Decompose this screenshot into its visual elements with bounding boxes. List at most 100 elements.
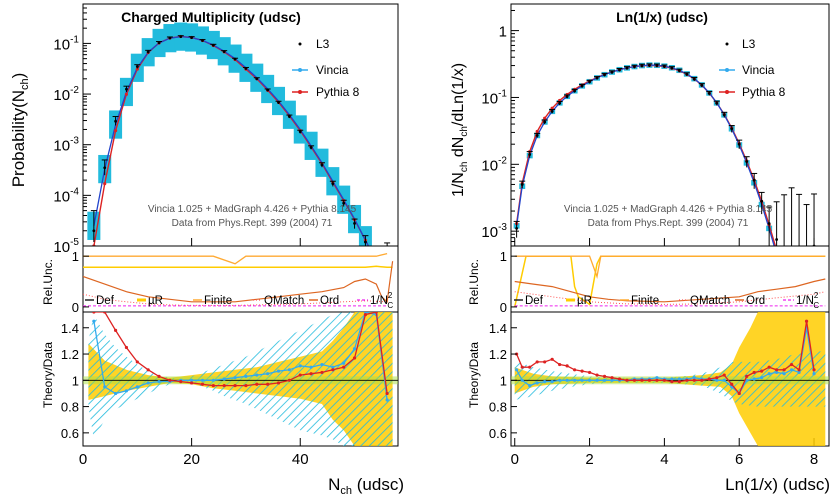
pythia-ratio-point	[146, 368, 150, 372]
data-point	[730, 127, 734, 131]
left-ratio-ylabel: Theory/Data	[41, 342, 55, 408]
pythia-ratio-point	[715, 376, 719, 380]
pythia-ratio-point	[692, 378, 696, 382]
vincia-ratio-point	[812, 372, 816, 376]
main-ytick-label: 10-1	[481, 88, 507, 107]
vincia-ratio-point	[266, 372, 270, 376]
data-point	[588, 80, 591, 84]
pythia-ratio-point	[287, 378, 291, 382]
pythia-ratio-point	[737, 391, 741, 396]
left-xlabel: Nch (udsc)	[328, 475, 404, 497]
pythia-ratio-point	[276, 381, 281, 385]
data-point	[610, 70, 614, 74]
vincia-ratio-point	[157, 380, 161, 384]
ratio-curves	[83, 312, 398, 446]
right-xlabel: Ln(1/x) (udsc)	[725, 475, 830, 494]
pythia-point	[543, 116, 547, 120]
vincia-ratio-point	[715, 378, 719, 382]
main-ytick-exp: -2	[498, 155, 507, 166]
vincia-ratio-point	[103, 385, 107, 389]
xtick-label: 2	[585, 451, 593, 468]
vincia-ratio-point	[760, 376, 764, 380]
data-point	[331, 182, 335, 186]
left-legend: L3 Vincia Pythia 8	[292, 37, 360, 99]
pythia-ratio-point	[647, 378, 652, 382]
vincia-ratio-point	[595, 378, 599, 382]
pythia-ratio-point	[374, 312, 378, 314]
data-point	[677, 69, 681, 73]
pythia-ratio-point	[320, 370, 324, 375]
vincia-ratio-point	[309, 365, 313, 369]
vincia-ratio-point	[320, 362, 324, 367]
ratio-ytick-label: 0.6	[489, 426, 507, 441]
vincia-ratio-point	[565, 378, 569, 382]
main-ytick-base: 10	[53, 188, 70, 205]
main-ytick-exp: -1	[498, 88, 507, 99]
legend-dot-pythia	[298, 90, 302, 94]
main-ytick-exp: -3	[70, 136, 79, 147]
unc-curves	[513, 255, 826, 308]
data-point	[565, 95, 569, 99]
vincia-ratio-point	[233, 376, 237, 380]
right-main-plot: 110-110-210-3	[481, 3, 830, 247]
vincia-ratio-point	[587, 378, 592, 382]
vincia-ratio-point	[113, 391, 118, 396]
data-point	[320, 163, 324, 167]
main-ytick-base: 1	[499, 24, 507, 41]
vincia-ratio-point	[767, 372, 771, 376]
data-point	[528, 153, 532, 156]
xtick-label: 0	[511, 451, 519, 468]
right-legend: L3 Vincia Pythia 8	[719, 37, 786, 99]
data-point	[520, 183, 524, 186]
vincia-ratio-point	[298, 364, 302, 368]
pythia-ratio-point	[543, 360, 547, 364]
left-note-line2: Data from Phys.Rept. 399 (2004) 71	[172, 218, 333, 229]
main-ytick-exp: -2	[70, 85, 79, 96]
pythia-point	[113, 128, 118, 133]
data-point	[342, 201, 346, 205]
unc-legend-def-r: Def	[525, 295, 544, 307]
main-ytick-exp: -4	[70, 186, 79, 197]
unc-finite-line	[514, 255, 826, 279]
legend-marker-l3	[298, 42, 302, 46]
main-ytick-label: 10-1	[53, 34, 79, 53]
unc-curves	[83, 252, 394, 307]
main-ytick-exp: -5	[70, 237, 79, 248]
unc-ord-line	[83, 261, 394, 304]
pythia-ratio-point	[782, 368, 786, 372]
pythia-ratio-line	[93, 312, 388, 394]
pythia-ratio-point	[632, 378, 637, 382]
pythia-point	[375, 260, 378, 263]
right-ratio-plot: 0 2 4 6 8 0.6 0.8 1 1.2 1.4	[489, 311, 830, 468]
data-point	[135, 65, 139, 68]
ratio-ytick-label: 1.4	[61, 321, 79, 336]
ratio-ytick-label: 0.6	[61, 426, 79, 441]
pythia-ratio-point	[157, 374, 161, 378]
pythia-ratio-point	[804, 319, 809, 323]
unc-legend-finite: Finite	[204, 295, 232, 307]
vincia-ratio-point	[670, 377, 674, 381]
vincia-ratio-point	[211, 378, 215, 382]
vincia-ratio-point	[602, 378, 607, 382]
pythia-ratio-point	[222, 383, 226, 388]
data-point	[662, 65, 666, 68]
ratio-curves	[511, 312, 829, 446]
pythia-ratio-point	[655, 378, 659, 382]
left-uncertainty-plot: 01	[72, 245, 399, 315]
data-point	[244, 67, 248, 70]
unc-legend-mur-r: µR	[577, 295, 592, 307]
vincia-ratio-point	[515, 368, 519, 372]
vincia-ratio-point	[363, 312, 368, 314]
pythia-ratio-point	[595, 373, 599, 377]
pythia-ratio-point	[789, 362, 794, 367]
pythia-ratio-point	[385, 391, 389, 396]
pythia-point	[535, 129, 539, 134]
unc-mur-line	[513, 255, 826, 308]
vincia-ratio-point	[287, 368, 291, 372]
data-point	[201, 39, 204, 42]
vincia-ratio-point	[543, 380, 547, 384]
data-point	[168, 36, 172, 40]
left-unc-ylabel: Rel.Unc.	[41, 259, 55, 305]
data-point	[550, 109, 554, 113]
right-unc-legend: Def µR Finite QMatch Ord 1/N2 C	[514, 291, 819, 310]
